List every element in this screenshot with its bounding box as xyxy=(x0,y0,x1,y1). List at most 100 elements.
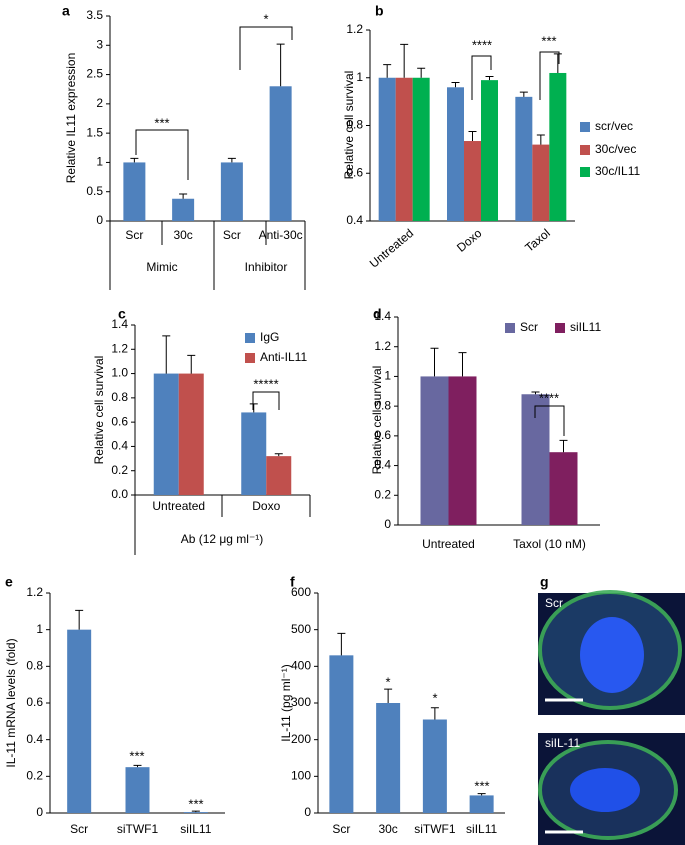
error-bar xyxy=(458,352,467,377)
y-tick-label: 0.0 xyxy=(111,487,128,501)
error-bar xyxy=(519,91,528,97)
annotation: ***** xyxy=(253,376,278,391)
y-tick-label: 0.8 xyxy=(346,118,363,132)
bar xyxy=(153,373,179,495)
panel-letter: f xyxy=(290,574,295,590)
y-axis-label: Relative cell survival xyxy=(370,366,384,475)
x-tick-label: Scr xyxy=(223,228,241,242)
y-tick-label: 500 xyxy=(291,622,311,636)
x-tick-label: Untreated xyxy=(367,226,416,271)
legend-label: scr/vec xyxy=(595,119,633,133)
y-tick-label: 0 xyxy=(384,517,391,531)
y-tick-label: 0.6 xyxy=(374,428,391,442)
y-tick-label: 0.8 xyxy=(374,398,391,412)
error-bar xyxy=(430,707,439,720)
bar xyxy=(549,452,578,525)
y-tick-label: 1 xyxy=(384,369,391,383)
bar xyxy=(469,795,494,813)
legend-label: Anti-IL11 xyxy=(260,350,307,364)
x-tick-label: 30c xyxy=(173,228,192,242)
legend-label: 30c/IL11 xyxy=(595,164,640,178)
bracket xyxy=(135,129,189,180)
error-bar xyxy=(133,764,142,768)
error-bar xyxy=(553,53,562,73)
error-bar xyxy=(249,403,258,413)
legend-label: 30c/vec xyxy=(595,142,636,156)
bar xyxy=(464,141,481,221)
panel-letter: d xyxy=(373,306,382,322)
bar xyxy=(241,412,267,495)
x-tick-label: Doxo xyxy=(454,226,485,255)
bracket xyxy=(471,55,492,100)
bar xyxy=(448,376,477,525)
y-tick-label: 2.5 xyxy=(86,67,103,81)
panel-letter: b xyxy=(375,3,384,19)
y-tick-label: 3 xyxy=(96,37,103,51)
bar xyxy=(266,456,292,495)
error-bar xyxy=(187,354,196,374)
error-bar xyxy=(485,76,494,81)
y-tick-label: 300 xyxy=(291,695,311,709)
bar xyxy=(178,373,204,495)
bracket xyxy=(539,51,560,100)
y-tick-label: 0.2 xyxy=(111,463,128,477)
y-tick-label: 0 xyxy=(36,805,43,819)
y-tick-label: 1.2 xyxy=(374,339,391,353)
y-tick-label: 1 xyxy=(36,622,43,636)
bar xyxy=(329,655,354,813)
y-axis-label: Relative cell survival xyxy=(342,71,356,180)
y-tick-label: 0.2 xyxy=(374,487,391,501)
x-tick-label: Anti-30c xyxy=(259,228,303,242)
x-tick-label: Scr xyxy=(70,822,88,836)
y-tick-label: 0 xyxy=(304,805,311,819)
y-tick-label: 0.8 xyxy=(26,659,43,673)
error-bar xyxy=(274,453,283,457)
legend-label: siIL11 xyxy=(570,320,601,334)
error-bar xyxy=(191,810,200,813)
bar xyxy=(515,96,533,221)
y-tick-label: 600 xyxy=(291,585,311,599)
x-axis-label: Ab (12 μg ml⁻¹) xyxy=(181,532,264,546)
error-bar xyxy=(337,632,346,656)
annotation: *** xyxy=(541,33,556,48)
panel-letter: a xyxy=(62,3,70,19)
bar xyxy=(220,162,243,221)
bar xyxy=(376,703,401,813)
annotation: * xyxy=(263,11,268,26)
error-bar xyxy=(162,335,171,374)
error-bar xyxy=(531,391,540,395)
x-tick-label: siIL11 xyxy=(466,822,497,836)
bar xyxy=(532,144,550,221)
y-tick-label: 1 xyxy=(356,70,363,84)
bar xyxy=(172,198,195,221)
y-tick-label: 0.4 xyxy=(346,213,363,227)
legend-swatch xyxy=(580,122,590,132)
error-bar xyxy=(227,157,236,163)
legend-swatch xyxy=(245,333,255,343)
bar xyxy=(125,767,150,813)
y-tick-label: 0.6 xyxy=(346,165,363,179)
y-axis-label: IL-11 mRNA levels (fold) xyxy=(4,638,18,767)
y-tick-label: 200 xyxy=(291,732,311,746)
panel-letter: e xyxy=(5,574,13,590)
annotation: **** xyxy=(472,37,492,52)
x-tick-label: 30c xyxy=(378,822,397,836)
image-label: Scr xyxy=(545,596,563,610)
y-tick-label: 1.2 xyxy=(26,585,43,599)
annotation: * xyxy=(385,674,390,689)
error-bar xyxy=(179,193,188,199)
y-tick-label: 0.2 xyxy=(26,769,43,783)
bar xyxy=(378,77,396,221)
y-tick-label: 1.5 xyxy=(86,125,103,139)
bar xyxy=(420,376,449,525)
legend-label: Scr xyxy=(520,320,538,334)
annotation: * xyxy=(432,690,437,705)
bracket xyxy=(239,26,293,70)
bar xyxy=(269,86,292,222)
panel-letter: g xyxy=(540,574,549,590)
annotation: **** xyxy=(539,390,559,405)
bar xyxy=(395,77,413,221)
bracket xyxy=(534,405,565,436)
x-tick-label: Untreated xyxy=(152,499,205,513)
